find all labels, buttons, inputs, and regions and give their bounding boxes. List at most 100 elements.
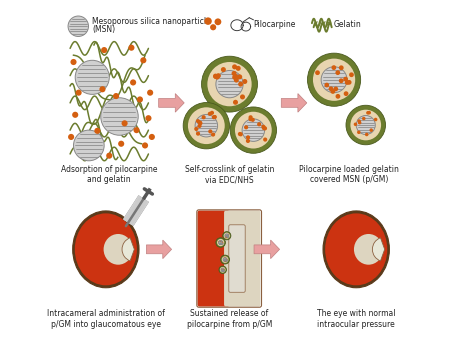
Circle shape: [217, 239, 224, 246]
Circle shape: [106, 153, 112, 159]
Circle shape: [212, 115, 216, 119]
Circle shape: [366, 111, 370, 115]
Circle shape: [142, 142, 148, 148]
Circle shape: [350, 110, 381, 140]
Circle shape: [208, 129, 212, 133]
Circle shape: [257, 122, 261, 126]
FancyArrow shape: [146, 240, 172, 259]
Circle shape: [225, 261, 226, 262]
Circle shape: [345, 80, 349, 85]
Ellipse shape: [323, 211, 389, 288]
Circle shape: [343, 77, 348, 81]
Circle shape: [216, 70, 243, 98]
Circle shape: [201, 56, 257, 112]
Circle shape: [218, 241, 219, 242]
Circle shape: [232, 75, 237, 80]
Circle shape: [339, 65, 344, 70]
Circle shape: [113, 93, 119, 99]
Circle shape: [219, 240, 223, 245]
Circle shape: [221, 255, 229, 264]
Circle shape: [354, 122, 357, 126]
Circle shape: [68, 16, 89, 37]
Circle shape: [222, 256, 228, 263]
Circle shape: [234, 78, 239, 83]
Text: The eye with normal
intraocular pressure: The eye with normal intraocular pressure: [317, 310, 395, 329]
Circle shape: [240, 94, 245, 100]
Circle shape: [246, 139, 250, 143]
Circle shape: [369, 128, 373, 132]
Circle shape: [362, 117, 365, 120]
Circle shape: [198, 124, 201, 128]
Ellipse shape: [354, 234, 383, 265]
Wedge shape: [373, 238, 385, 261]
FancyArrow shape: [254, 240, 280, 259]
Circle shape: [94, 128, 100, 134]
Circle shape: [223, 232, 231, 240]
Circle shape: [330, 89, 335, 94]
Circle shape: [75, 90, 82, 96]
Circle shape: [336, 70, 340, 75]
Circle shape: [128, 45, 135, 51]
Circle shape: [101, 98, 138, 135]
Circle shape: [261, 125, 265, 129]
Circle shape: [215, 75, 220, 80]
Circle shape: [149, 134, 155, 140]
Circle shape: [211, 132, 215, 136]
Circle shape: [263, 137, 267, 142]
Circle shape: [194, 127, 199, 131]
Text: (MSN): (MSN): [92, 26, 115, 35]
Text: Pilocarpine: Pilocarpine: [253, 21, 296, 29]
Circle shape: [239, 132, 243, 136]
Circle shape: [147, 90, 153, 96]
Text: Sustained release of
pilocarpine from p/GM: Sustained release of pilocarpine from p/…: [187, 310, 272, 329]
Text: Gelatin: Gelatin: [334, 21, 362, 29]
Circle shape: [198, 120, 202, 125]
Circle shape: [367, 111, 371, 115]
Circle shape: [137, 96, 143, 103]
Circle shape: [75, 60, 109, 94]
Circle shape: [204, 17, 212, 25]
Circle shape: [339, 78, 344, 83]
Circle shape: [222, 268, 223, 269]
Circle shape: [356, 116, 375, 134]
Text: Mesoporous silica nanoparticle: Mesoporous silica nanoparticle: [92, 17, 211, 26]
Circle shape: [227, 259, 228, 260]
Circle shape: [357, 119, 361, 123]
Circle shape: [216, 238, 226, 247]
Circle shape: [198, 121, 202, 125]
Circle shape: [238, 82, 243, 87]
Circle shape: [233, 100, 238, 105]
Circle shape: [308, 53, 361, 106]
Circle shape: [321, 67, 347, 93]
Circle shape: [238, 132, 242, 136]
Circle shape: [224, 233, 230, 239]
Circle shape: [328, 87, 333, 91]
FancyBboxPatch shape: [229, 225, 245, 292]
Circle shape: [248, 117, 253, 121]
FancyArrow shape: [159, 94, 184, 112]
Circle shape: [231, 71, 237, 76]
FancyBboxPatch shape: [224, 211, 261, 306]
Circle shape: [251, 118, 255, 122]
Circle shape: [196, 119, 200, 123]
Circle shape: [365, 133, 368, 136]
Circle shape: [220, 267, 226, 273]
Circle shape: [244, 125, 248, 129]
Circle shape: [221, 67, 226, 72]
Circle shape: [263, 126, 267, 130]
Circle shape: [121, 120, 128, 127]
Circle shape: [146, 115, 152, 121]
Circle shape: [100, 86, 106, 92]
Circle shape: [246, 135, 250, 140]
Wedge shape: [122, 238, 134, 261]
Circle shape: [248, 115, 253, 119]
Circle shape: [71, 59, 77, 65]
Ellipse shape: [75, 213, 137, 285]
Circle shape: [140, 57, 146, 63]
Circle shape: [216, 73, 221, 78]
Circle shape: [374, 118, 377, 121]
Circle shape: [324, 83, 329, 88]
Ellipse shape: [325, 213, 387, 285]
Circle shape: [236, 66, 241, 71]
Circle shape: [223, 258, 227, 262]
